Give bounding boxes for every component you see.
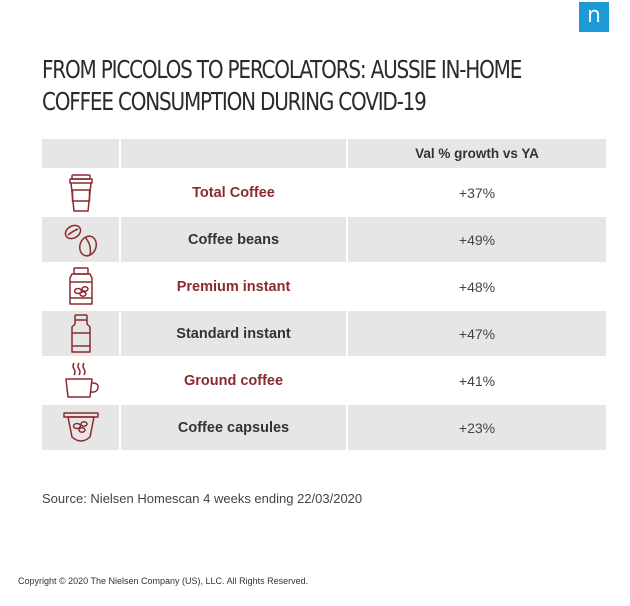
row-category-label: Standard instant <box>121 311 346 356</box>
row-icon-cell <box>42 311 119 356</box>
source-note: Source: Nielsen Homescan 4 weeks ending … <box>42 491 363 506</box>
nielsen-logo: n <box>579 2 609 32</box>
row-growth-value: +49% <box>348 217 606 262</box>
row-growth-value: +37% <box>458 184 496 201</box>
table-row: Total Coffee +37% <box>42 170 606 215</box>
row-icon-cell <box>42 358 119 403</box>
page-title: FROM PICCOLOS TO PERCOLATORS: AUSSIE IN-… <box>42 22 522 150</box>
growth-table: Val % growth vs YA Total Coffee +37% Cof… <box>42 139 606 450</box>
row-category-label: Coffee beans <box>121 217 346 262</box>
header-category-cell <box>121 139 346 168</box>
row-icon-cell <box>42 170 119 215</box>
row-category-label: Premium instant <box>176 278 291 295</box>
row-icon-cell <box>42 264 119 309</box>
coffee-beans-icon <box>64 224 97 257</box>
table-row: Coffee capsules +23% <box>42 405 606 450</box>
table-row: Ground coffee +41% <box>42 358 606 403</box>
coffee-capsule-icon <box>62 411 99 442</box>
coffee-cup-icon <box>68 173 93 212</box>
row-growth-value: +47% <box>348 311 606 356</box>
row-category-label: Ground coffee <box>183 372 284 389</box>
standard-instant-jar-icon <box>70 313 91 353</box>
table-row: Coffee beans +49% <box>42 217 606 262</box>
header-growth-cell: Val % growth vs YA <box>348 139 606 168</box>
row-icon-cell <box>42 405 119 450</box>
row-category-label: Coffee capsules <box>121 405 346 450</box>
steaming-cup-icon <box>64 362 99 398</box>
row-growth-value: +41% <box>458 372 496 389</box>
copyright-note: Copyright © 2020 The Nielsen Company (US… <box>18 576 309 586</box>
row-icon-cell <box>42 217 119 262</box>
row-category-label: Total Coffee <box>192 184 275 201</box>
table-row: Premium instant +48% <box>42 264 606 309</box>
premium-instant-jar-icon <box>68 266 93 305</box>
row-growth-value: +23% <box>348 405 606 450</box>
header-icon-cell <box>42 139 119 168</box>
page-title-text: FROM PICCOLOS TO PERCOLATORS: AUSSIE IN-… <box>42 55 522 116</box>
table-row: Standard instant +47% <box>42 311 606 356</box>
row-growth-value: +48% <box>458 278 496 295</box>
table-header: Val % growth vs YA <box>42 139 606 168</box>
